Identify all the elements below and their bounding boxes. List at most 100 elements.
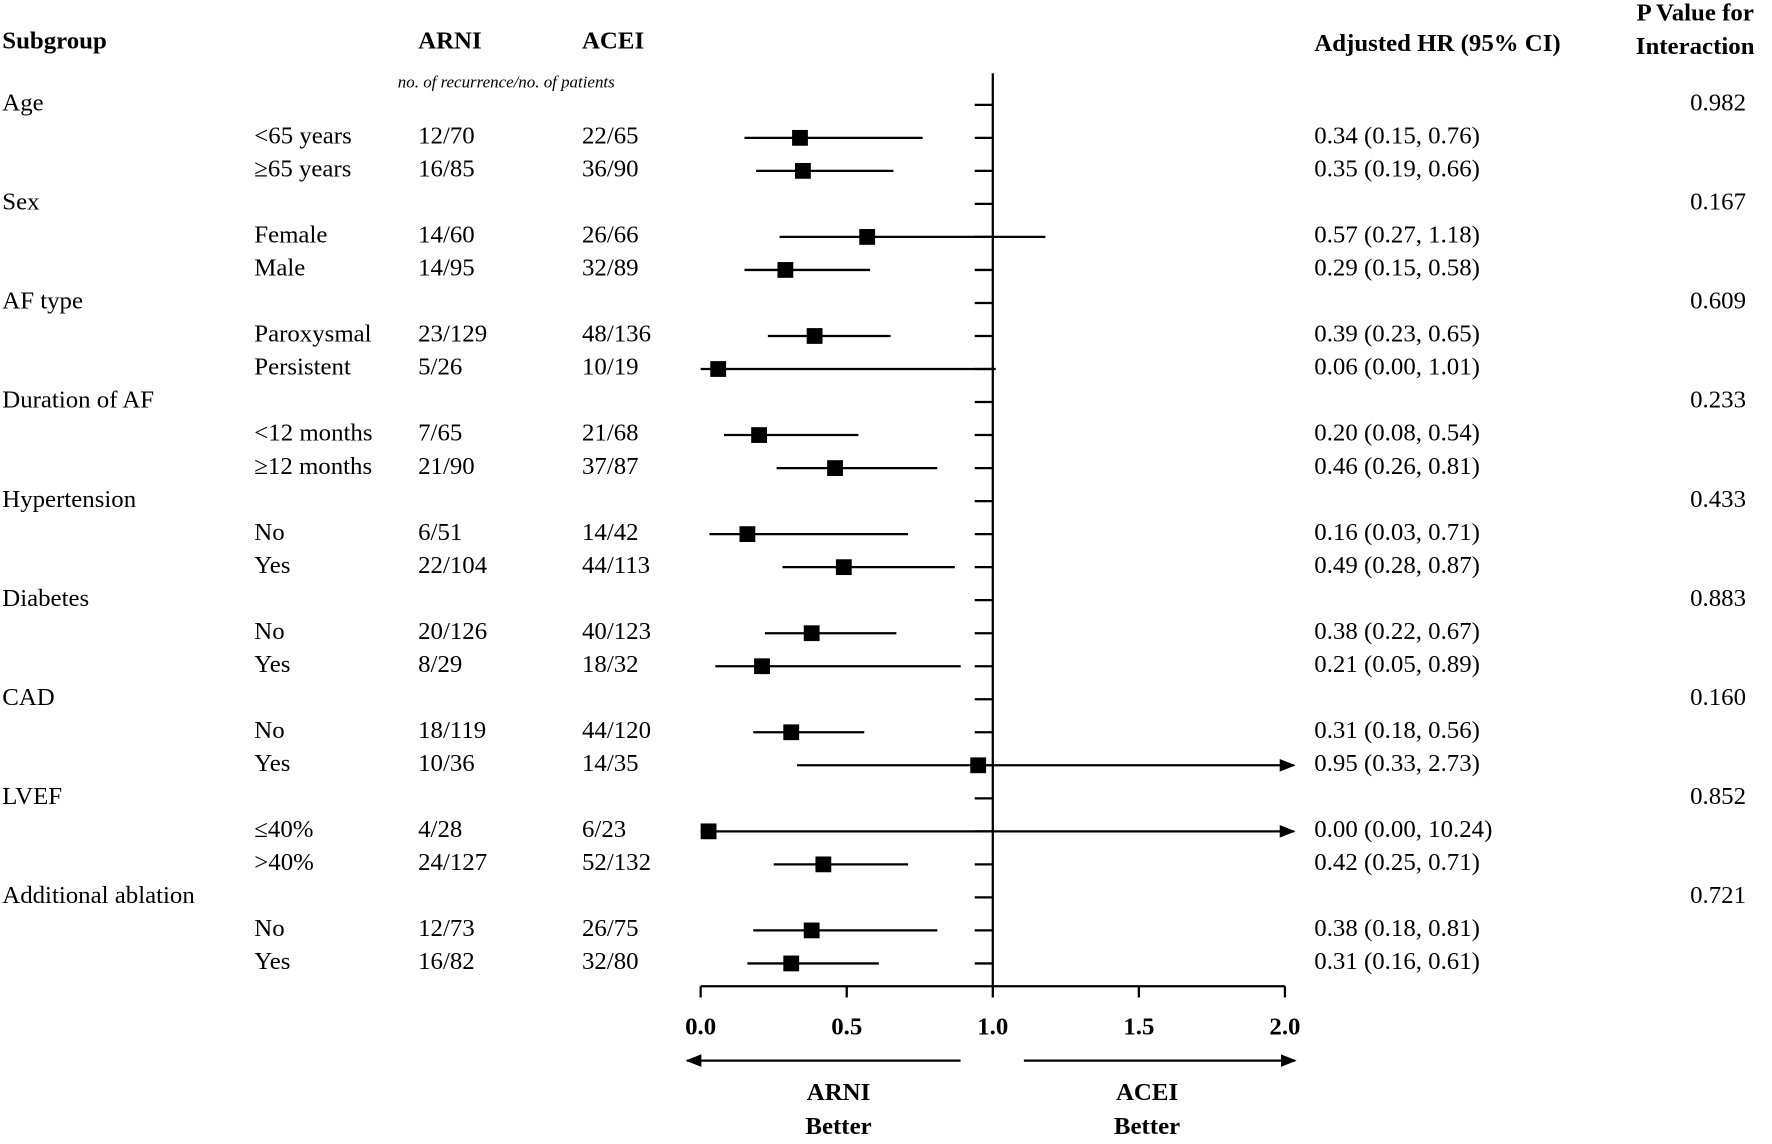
hr-point	[794, 162, 811, 179]
p-value: 0.852	[1690, 783, 1746, 810]
arni-count: 23/129	[418, 321, 487, 348]
x-tick-label: 0.5	[831, 1014, 862, 1041]
arni-count: 20/126	[418, 618, 487, 645]
hr-point	[835, 559, 852, 576]
favor-left-box: ARNI Better	[805, 1077, 872, 1140]
hr-label: 0.29 (0.15, 0.58)	[1314, 255, 1480, 282]
favor-right-box: ACEI Better	[1113, 1077, 1181, 1140]
p-value: 0.160	[1690, 684, 1746, 711]
row-label: ≥65 years	[254, 156, 351, 183]
hr-point	[815, 856, 832, 873]
row-label: No	[254, 717, 284, 744]
row-label: Yes	[254, 651, 290, 678]
hr-point	[754, 658, 770, 675]
acei-count: 21/68	[582, 420, 639, 447]
acei-count: 26/75	[582, 915, 639, 942]
group-label: LVEF	[2, 783, 62, 810]
hr-label: 0.00 (0.00, 10.24)	[1314, 816, 1492, 843]
hr-point	[710, 361, 727, 377]
p-header-box: P Value for Interaction	[1635, 0, 1755, 60]
p-value: 0.233	[1690, 387, 1746, 414]
arni-count: 14/95	[418, 255, 475, 282]
arni-count: 14/60	[418, 222, 475, 249]
hr-label: 0.34 (0.15, 0.76)	[1314, 123, 1480, 150]
hr-point	[751, 427, 768, 443]
row-label: Yes	[254, 750, 290, 777]
group-label: Diabetes	[2, 585, 89, 612]
hr-point	[783, 724, 800, 741]
hr-point	[803, 922, 820, 939]
favor-left: ARNI Better	[805, 1077, 872, 1140]
arni-count: 12/73	[418, 915, 475, 942]
acei-count: 22/65	[582, 123, 639, 150]
row-label: Yes	[254, 552, 290, 579]
acei-count: 40/123	[582, 618, 651, 645]
hr-label: 0.39 (0.23, 0.65)	[1314, 321, 1480, 348]
row-label: Female	[254, 222, 327, 249]
arni-count: 24/127	[418, 849, 487, 876]
hr-label: 0.49 (0.28, 0.87)	[1314, 552, 1480, 579]
group-label: Age	[2, 90, 43, 117]
hr-label: 0.57 (0.27, 1.18)	[1314, 222, 1480, 249]
acei-count: 37/87	[582, 453, 639, 480]
row-label: ≥12 months	[254, 453, 372, 480]
hr-point	[827, 460, 843, 476]
group-label: Sex	[2, 189, 40, 216]
row-label: No	[254, 915, 284, 942]
hr-point	[783, 955, 800, 972]
group-label: AF type	[2, 288, 83, 315]
acei-count: 6/23	[582, 816, 626, 843]
arni-count: 21/90	[418, 453, 475, 480]
hr-point	[859, 229, 876, 245]
row-label: Persistent	[254, 354, 351, 381]
group-label: Duration of AF	[2, 387, 154, 414]
hr-header: Adjusted HR (95% CI)	[1314, 30, 1560, 57]
acei-count: 14/42	[582, 519, 639, 546]
acei-count: 14/35	[582, 750, 639, 777]
acei-count: 26/66	[582, 222, 639, 249]
acei-count: 44/113	[582, 552, 650, 579]
group-label: CAD	[2, 684, 54, 711]
acei-count: 36/90	[582, 156, 639, 183]
x-tick-label: 1.5	[1123, 1014, 1154, 1041]
row-label: Yes	[254, 948, 290, 975]
hr-label: 0.38 (0.18, 0.81)	[1314, 915, 1480, 942]
hr-label: 0.20 (0.08, 0.54)	[1314, 420, 1480, 447]
counts-note: no. of recurrence/no. of patients	[398, 72, 615, 91]
arni-count: 7/65	[418, 420, 462, 447]
hr-label: 0.21 (0.05, 0.89)	[1314, 651, 1480, 678]
acei-count: 52/132	[582, 849, 651, 876]
arni-count: 6/51	[418, 519, 462, 546]
row-label: >40%	[254, 849, 314, 876]
hr-point	[803, 625, 820, 642]
p-value: 0.721	[1690, 882, 1746, 909]
p-header: P Value for Interaction	[1635, 0, 1755, 60]
arni-count: 4/28	[418, 816, 462, 843]
arni-count: 22/104	[418, 552, 488, 579]
hr-label: 0.38 (0.22, 0.67)	[1314, 618, 1480, 645]
group-label: Hypertension	[2, 486, 136, 513]
p-value: 0.883	[1690, 585, 1746, 612]
acei-count: 48/136	[582, 321, 651, 348]
subgroup-header: Subgroup	[2, 28, 107, 55]
p-value: 0.982	[1690, 90, 1746, 117]
favor-right: ACEI Better	[1113, 1077, 1181, 1140]
row-label: No	[254, 618, 284, 645]
x-tick-label: 0.0	[685, 1014, 716, 1041]
hr-label: 0.35 (0.19, 0.66)	[1314, 156, 1480, 183]
row-label: <12 months	[254, 420, 372, 447]
arni-count: 18/119	[418, 717, 486, 744]
p-value: 0.167	[1690, 189, 1746, 216]
row-label: Paroxysmal	[254, 321, 371, 348]
arni-count: 5/26	[418, 354, 462, 381]
arni-count: 8/29	[418, 651, 462, 678]
hr-point	[806, 328, 823, 344]
row-label: Male	[254, 255, 305, 282]
x-tick-label: 2.0	[1269, 1014, 1300, 1041]
acei-count: 10/19	[582, 354, 639, 381]
hr-point	[739, 526, 756, 543]
hr-point	[792, 129, 808, 146]
acei-count: 18/32	[582, 651, 639, 678]
